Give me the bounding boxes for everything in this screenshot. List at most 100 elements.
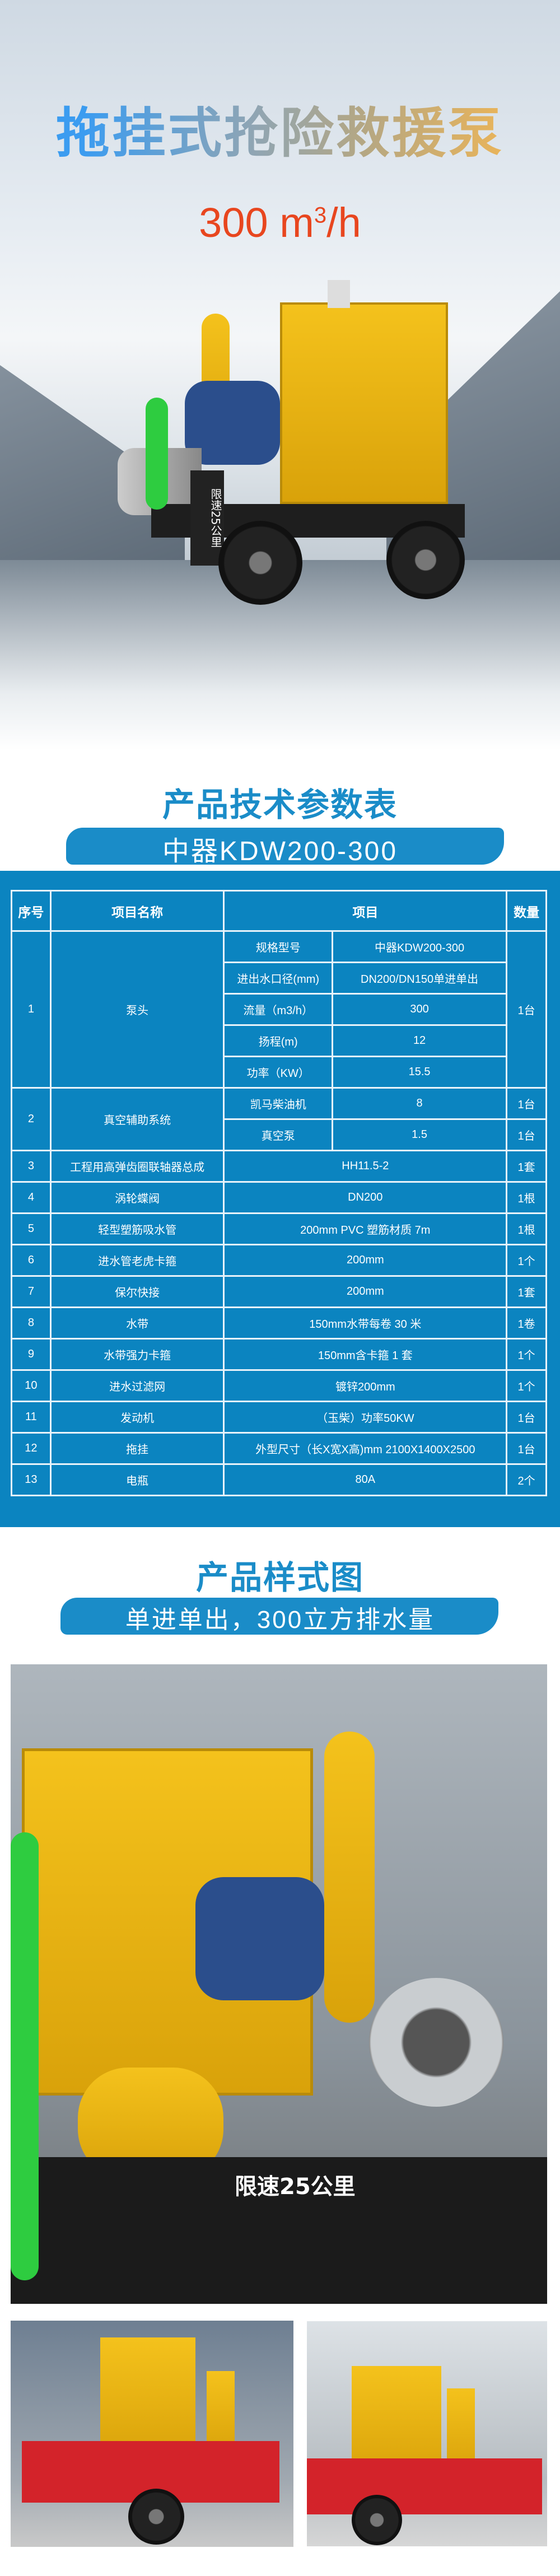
cell-value: 200mm PVC 塑筋材质 7m: [223, 1212, 508, 1245]
pump-outlet: [369, 1978, 503, 2107]
table-row: 进出水口径(mm) DN200/DN150单进单出: [12, 962, 547, 995]
cell-no: 3: [11, 1150, 52, 1183]
cell-value: 15.5: [331, 1056, 508, 1089]
engine-enclosure: [280, 302, 448, 504]
cell-item: 扬程(m): [223, 1024, 333, 1057]
cell-value: （玉柴）功率50KW: [223, 1401, 508, 1434]
cell-value: 200mm: [223, 1275, 508, 1308]
style-subtitle: 单进单出，300立方排水量: [125, 1606, 435, 1634]
cell-no: 2: [11, 1087, 52, 1151]
cell-name: 工程用高弹齿圈联轴器总成: [49, 1150, 225, 1183]
cell-value: 镀锌200mm: [223, 1369, 508, 1402]
engine-enclosure: [100, 2337, 195, 2461]
truck-wheel: [352, 2495, 402, 2545]
discharge-pipe: [324, 1732, 375, 2023]
cell-qty: 1台: [506, 1087, 547, 1120]
cell-qty: 1根: [506, 1212, 547, 1245]
green-hose: [146, 398, 168, 510]
cell-no: 10: [11, 1369, 52, 1402]
cell-value: 150mm水带每卷 30 米: [223, 1306, 508, 1340]
wheel: [386, 521, 465, 599]
cell-value: 200mm: [223, 1244, 508, 1277]
table-row: 13 电瓶 80A 2个: [11, 1463, 547, 1496]
flow-rate-unit: /h: [326, 199, 361, 246]
cell-no: 12: [11, 1432, 52, 1465]
table-row: 真空泵 1.5 1台: [12, 1118, 547, 1151]
table-row: 3 工程用高弹齿圈联轴器总成 HH11.5-2 1套: [11, 1150, 547, 1183]
spec-table-section: 序号 项目名称 项目 数量 1 泵头 规格型号 中器KDW200-300 1台 …: [0, 871, 560, 1527]
cell-qty: 1台: [506, 1401, 547, 1434]
product-photo-main: 限速25公里: [11, 1664, 547, 2304]
cell-no: 9: [11, 1338, 52, 1371]
cell-value: 8: [331, 1087, 508, 1120]
cell-qty: 1套: [506, 1150, 547, 1183]
cell-value: DN200/DN150单进单出: [331, 962, 508, 995]
product-title: 拖挂式抢险救援泵: [0, 90, 560, 167]
cell-item: 流量（m3/h）: [223, 993, 333, 1026]
cell-name: 拖挂: [49, 1432, 225, 1465]
cell-no: 6: [11, 1244, 52, 1277]
table-row: 12 拖挂 外型尺寸（长X宽X高)mm 2100X1400X2500 1台: [11, 1432, 547, 1465]
cell-qty: 1台: [506, 930, 547, 1089]
cell-qty: 1台: [506, 1118, 547, 1151]
header-name: 项目名称: [49, 890, 225, 932]
style-section-title: 产品样式图: [195, 1558, 364, 1597]
cell-qty: 1卷: [506, 1306, 547, 1340]
cell-item: 功率（KW）: [223, 1056, 333, 1089]
truck-wheel: [128, 2489, 184, 2545]
cell-value: 300: [331, 993, 508, 1026]
table-row: 8 水带 150mm水带每卷 30 米 1卷: [11, 1306, 547, 1340]
spec-table: 序号 项目名称 项目 数量 1 泵头 规格型号 中器KDW200-300 1台 …: [11, 890, 547, 1496]
table-row: 7 保尔快接 200mm 1套: [11, 1275, 547, 1308]
speed-limit-plate: 限速25公里: [190, 470, 224, 566]
cell-name: 水带: [49, 1306, 225, 1340]
green-hose: [11, 1832, 39, 2280]
wheel: [218, 521, 302, 605]
truck-bed: [307, 2458, 542, 2514]
cell-name: 进水管老虎卡箍: [49, 1244, 225, 1277]
cell-no: 5: [11, 1212, 52, 1245]
cell-value: DN200: [223, 1181, 508, 1214]
cell-qty: 1根: [506, 1181, 547, 1214]
cell-value: 1.5: [331, 1118, 508, 1151]
cell-qty: 2个: [506, 1463, 547, 1496]
table-row: 4 涡轮蝶阀 DN200 1根: [11, 1181, 547, 1214]
subtitle-brush-banner: [60, 1598, 498, 1635]
header-qty: 数量: [506, 890, 547, 932]
cell-no: 7: [11, 1275, 52, 1308]
model-brush-banner: [66, 828, 504, 865]
cell-qty: 1个: [506, 1369, 547, 1402]
table-row: 5 轻型塑筋吸水管 200mm PVC 塑筋材质 7m 1根: [11, 1212, 547, 1245]
model-name: 中器KDW200-300: [162, 837, 398, 866]
table-row: 扬程(m) 12: [12, 1024, 547, 1057]
hero-banner: 限速25公里 拖挂式抢险救援泵 300 m3/h: [0, 0, 560, 750]
exhaust-pipe: [328, 280, 350, 308]
flow-rate-value: 300 m: [199, 199, 314, 246]
table-row: 1 泵头 规格型号 中器KDW200-300 1台: [11, 930, 547, 1089]
table-header-row: 序号 项目名称 项目 数量: [11, 890, 547, 932]
flow-rate: 300 m3/h: [0, 199, 560, 246]
cell-no: 8: [11, 1306, 52, 1340]
cell-qty: 1个: [506, 1338, 547, 1371]
cell-name: 保尔快接: [49, 1275, 225, 1308]
cell-no: 1: [11, 930, 52, 1089]
pump-motor: [195, 1877, 324, 2000]
spec-section-title: 产品技术参数表: [162, 786, 398, 824]
cell-name: 涡轮蝶阀: [49, 1181, 225, 1214]
truck-photo-right: [307, 2321, 547, 2546]
cell-item: 规格型号: [223, 930, 333, 963]
header-no: 序号: [11, 890, 52, 932]
cell-value: 外型尺寸（长X宽X高)mm 2100X1400X2500: [223, 1432, 508, 1465]
table-row: 功率（KW） 15.5: [12, 1056, 547, 1089]
table-row: 10 进水过滤网 镀锌200mm 1个: [11, 1369, 547, 1402]
cell-value: 中器KDW200-300: [331, 930, 508, 963]
flow-rate-sup: 3: [314, 203, 327, 228]
table-row: 11 发动机 （玉柴）功率50KW 1台: [11, 1401, 547, 1434]
cell-no: 4: [11, 1181, 52, 1214]
cell-name: 水带强力卡箍: [49, 1338, 225, 1371]
cell-value: 150mm含卡箍 1 套: [223, 1338, 508, 1371]
pump-trailer-image: 限速25公里: [84, 280, 476, 739]
cell-no: 13: [11, 1463, 52, 1496]
cell-name: 真空辅助系统: [49, 1087, 225, 1151]
cell-qty: 1台: [506, 1432, 547, 1465]
